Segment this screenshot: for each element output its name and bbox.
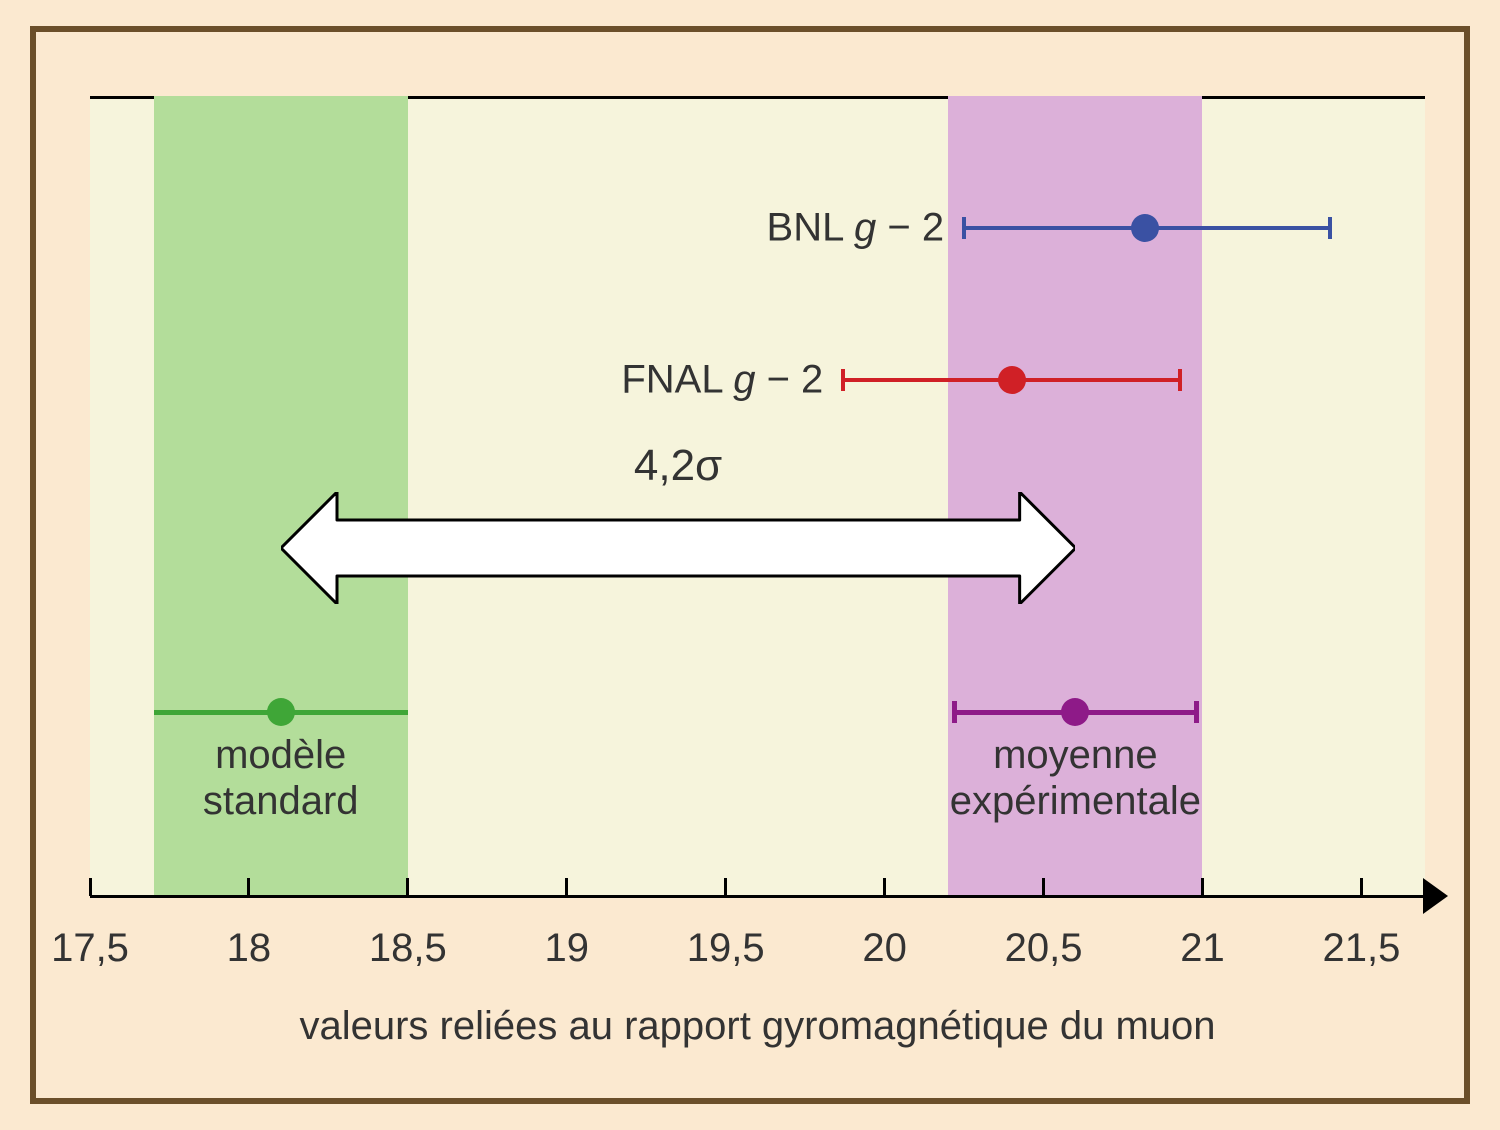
x-tick (247, 878, 250, 896)
avg-label: moyenneexpérimentale (950, 732, 1201, 824)
bnl-label: BNL g − 2 (767, 206, 945, 251)
x-tick-label: 21 (1180, 926, 1225, 971)
avg-errorcap (1194, 701, 1199, 723)
chart-canvas: 17,5 18 18,5 19 19,5 20 20,5 21 21,5 BNL g − 2 FNA… (0, 0, 1500, 1130)
bnl-errorcap (962, 217, 966, 239)
x-tick (883, 878, 886, 896)
avg-label-line1: moyenne (950, 732, 1201, 778)
avg-point (1061, 698, 1089, 726)
sm-label-line2: standard (203, 778, 359, 824)
sm-point (267, 698, 295, 726)
x-tick-label: 19,5 (687, 926, 765, 971)
x-tick-label: 18,5 (369, 926, 447, 971)
x-tick (565, 878, 568, 896)
x-tick (724, 878, 727, 896)
fnal-errorcap (1178, 369, 1182, 391)
plot-area: 17,51818,51919,52020,52121,5BNL g − 2FNA… (90, 96, 1425, 896)
x-tick (1360, 878, 1363, 896)
sigma-label: 4,2σ (634, 441, 722, 491)
fnal-point (998, 366, 1026, 394)
x-axis-arrowhead (1423, 878, 1448, 914)
avg-errorcap (952, 701, 957, 723)
x-axis-label: valeurs reliées au rapport gyromagnétiqu… (299, 1004, 1215, 1049)
x-tick (89, 878, 92, 896)
bnl-point (1131, 214, 1159, 242)
x-axis-line (90, 895, 1425, 898)
x-tick-label: 21,5 (1322, 926, 1400, 971)
fnal-label: FNAL g − 2 (621, 358, 823, 403)
x-tick-label: 20,5 (1005, 926, 1083, 971)
x-tick-label: 18 (227, 926, 272, 971)
bnl-errorcap (1328, 217, 1332, 239)
fnal-errorcap (841, 369, 845, 391)
x-tick (1201, 878, 1204, 896)
avg-label-line2: expérimentale (950, 778, 1201, 824)
x-tick-label: 17,5 (51, 926, 129, 971)
sm-label: modèlestandard (203, 732, 359, 824)
chart-frame: 17,5 18 18,5 19 19,5 20 20,5 21 21,5 BNL g − 2 FNA… (30, 26, 1470, 1104)
x-tick (1042, 878, 1045, 896)
sigma-arrow (281, 492, 1076, 604)
sm-label-line1: modèle (203, 732, 359, 778)
x-tick-label: 19 (545, 926, 590, 971)
x-tick (406, 878, 409, 896)
x-tick-label: 20 (862, 926, 907, 971)
